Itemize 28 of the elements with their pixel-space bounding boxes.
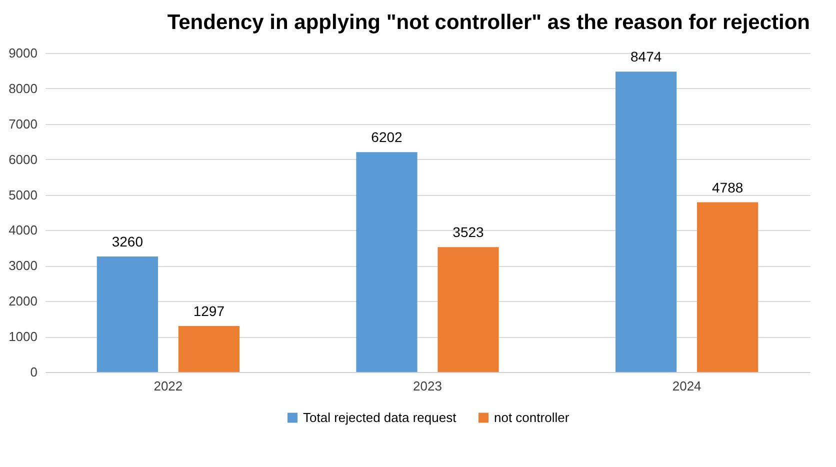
y-tick-label: 6000 [8, 152, 38, 167]
data-label: 8474 [630, 48, 662, 65]
data-label: 4788 [712, 179, 744, 196]
legend-label: not controller [494, 410, 570, 425]
y-tick-label: 5000 [8, 187, 38, 202]
y-tick-label: 4000 [8, 222, 38, 238]
bar [438, 247, 499, 372]
bar [616, 72, 677, 372]
x-tick-label: 2024 [672, 378, 702, 394]
x-tick-label: 2023 [413, 378, 442, 394]
bar [356, 152, 418, 372]
data-label: 6202 [371, 129, 403, 146]
data-label: 3523 [452, 224, 484, 240]
data-label: 1297 [193, 303, 225, 320]
bar [697, 202, 758, 372]
y-tick-label: 0 [30, 364, 38, 380]
bar [96, 256, 158, 372]
y-tick-label: 3000 [8, 258, 38, 274]
bar [178, 326, 240, 372]
y-tick-label: 8000 [8, 80, 38, 96]
y-tick-label: 2000 [8, 294, 38, 309]
x-tick-label: 2022 [154, 378, 183, 394]
legend-label: Total rejected data request [303, 410, 457, 425]
y-tick-label: 9000 [8, 46, 38, 60]
y-tick-label: 7000 [8, 116, 38, 132]
y-tick-label: 1000 [8, 329, 38, 344]
data-label: 3260 [112, 233, 144, 250]
chart-title: Tendency in applying "not controller" as the reason for rejection [167, 11, 810, 34]
